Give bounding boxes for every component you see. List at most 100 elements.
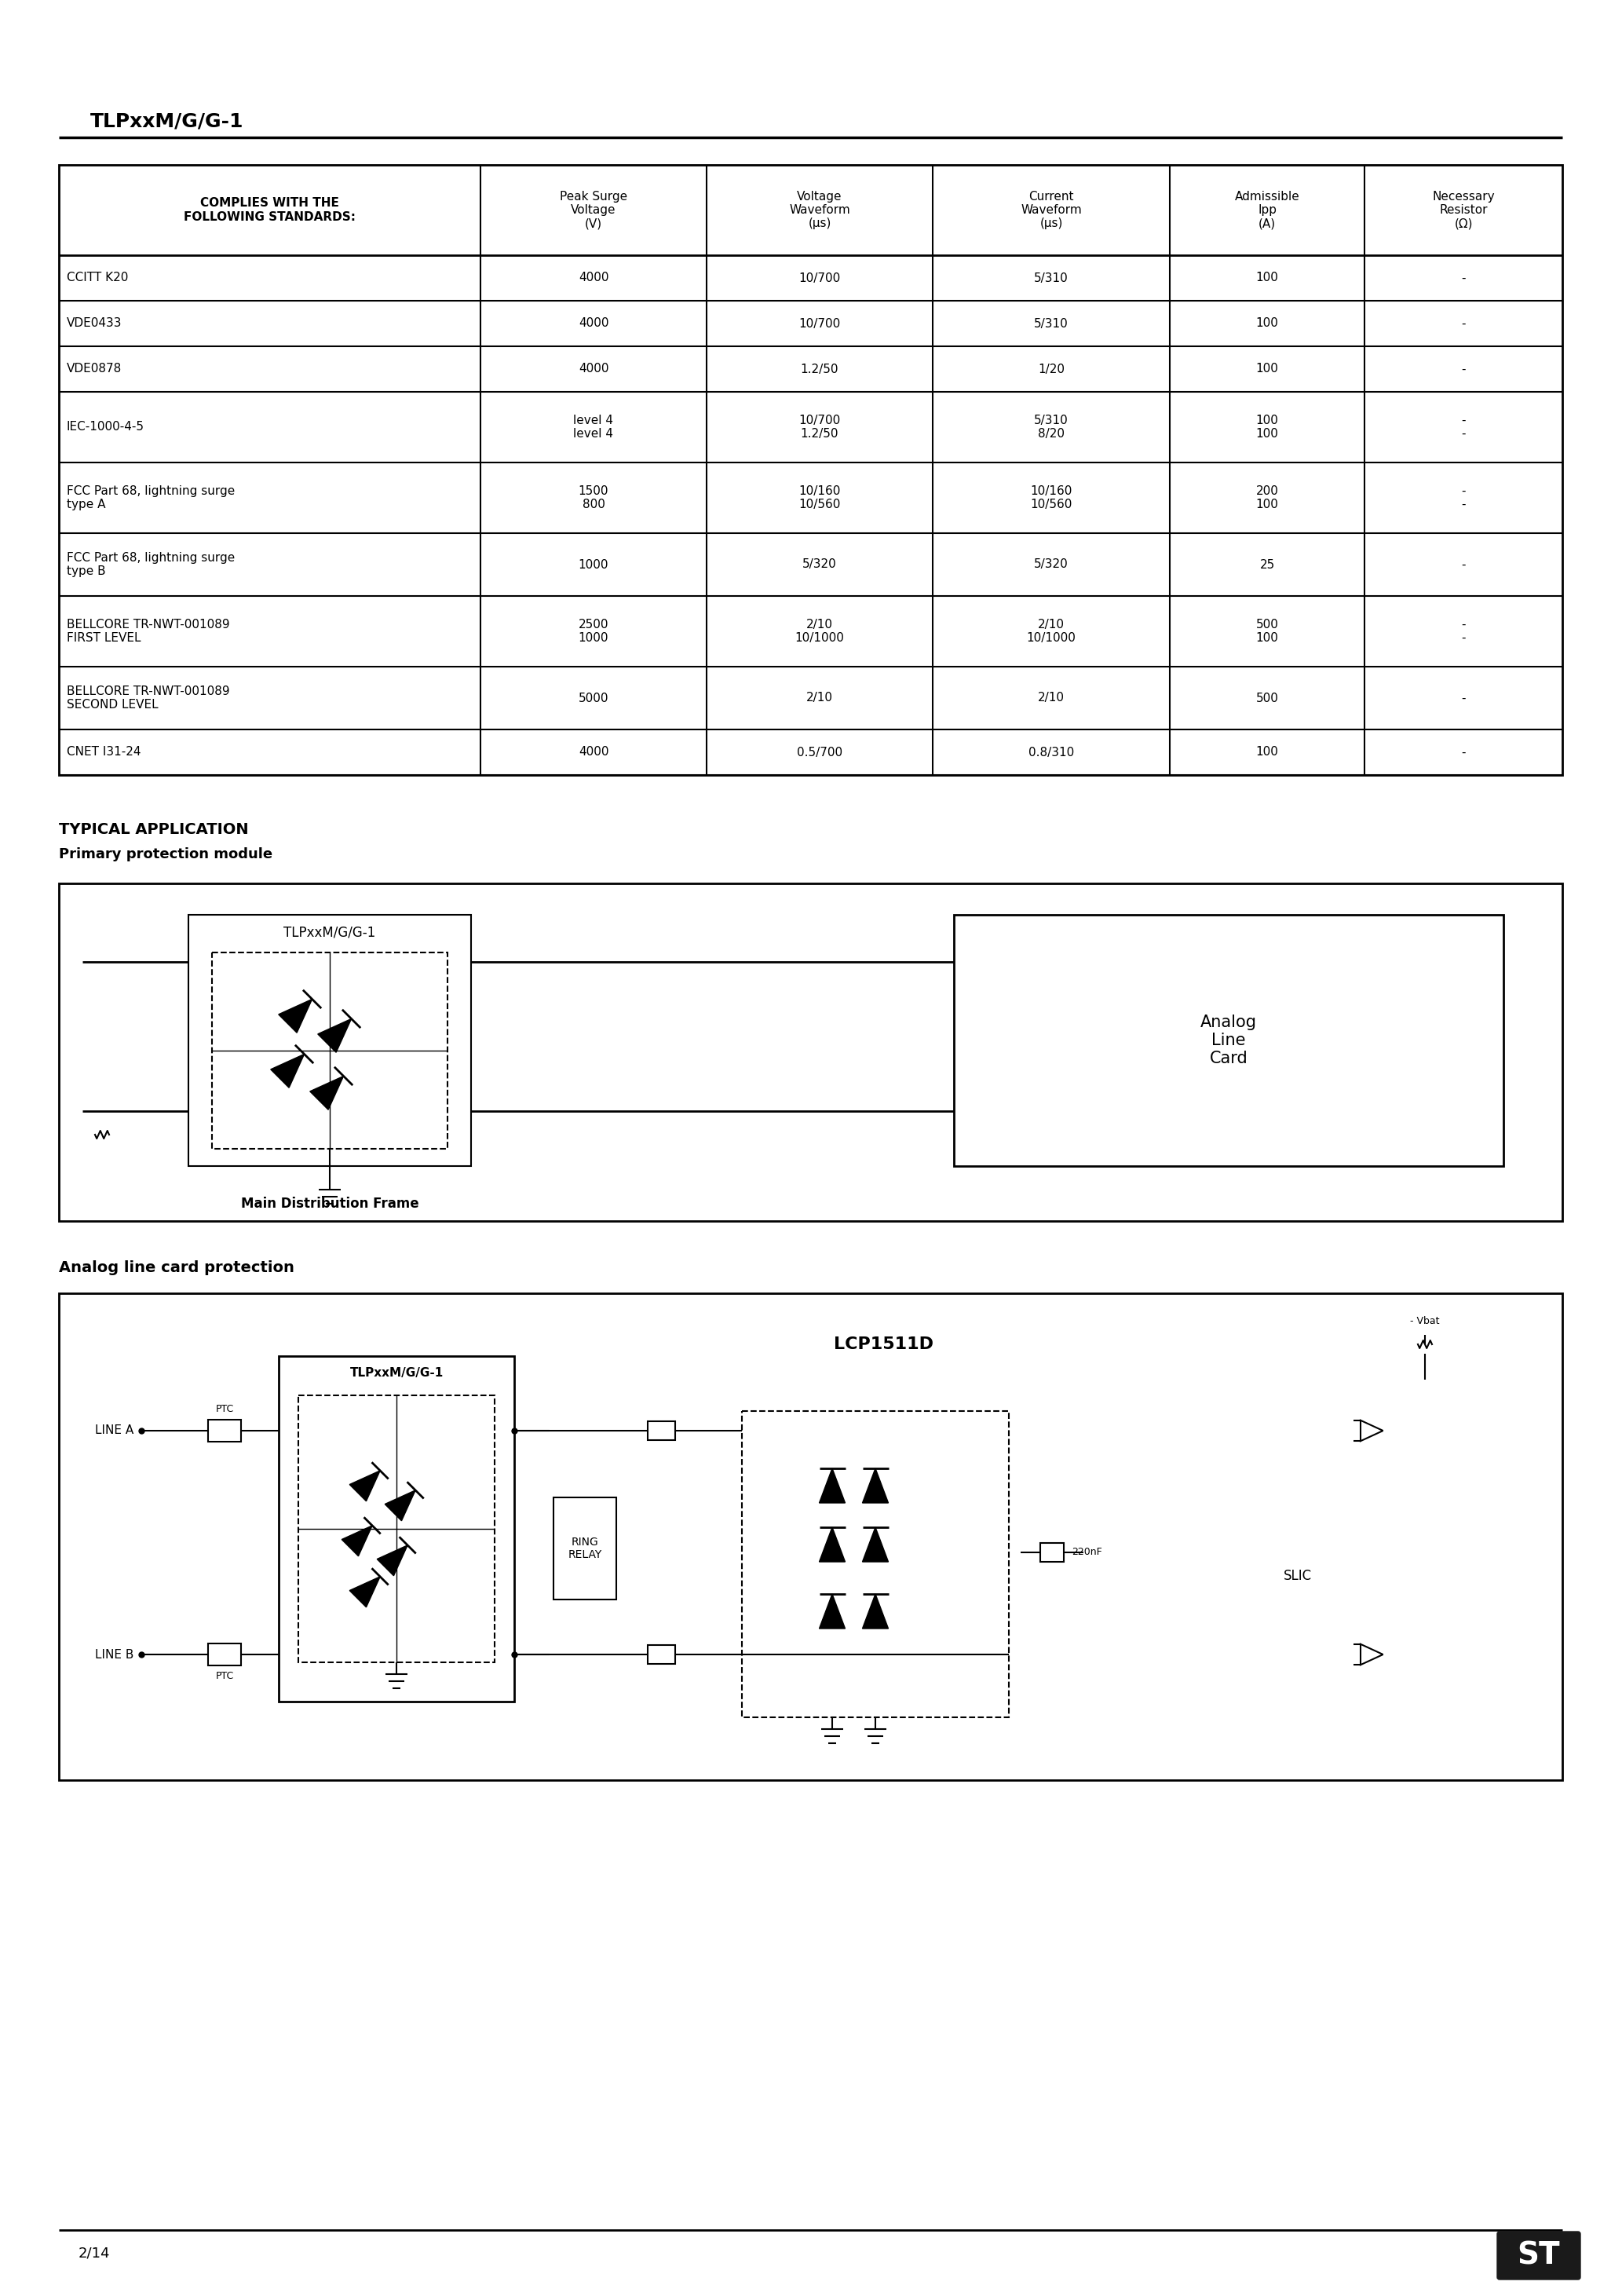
Text: -
-: - - — [1461, 618, 1466, 645]
Bar — [954, 914, 1504, 1166]
Bar — [212, 953, 448, 1148]
Text: Admissible
Ipp
(A): Admissible Ipp (A) — [1234, 191, 1299, 230]
Text: FCC Part 68, lightning surge
type B: FCC Part 68, lightning surge type B — [67, 551, 235, 576]
Text: LCP1511D: LCP1511D — [834, 1336, 933, 1352]
Text: 4000: 4000 — [579, 746, 608, 758]
Text: 10/700: 10/700 — [798, 317, 840, 328]
Text: 100: 100 — [1255, 746, 1278, 758]
Text: 1/20: 1/20 — [1038, 363, 1064, 374]
Text: 1.2/50: 1.2/50 — [801, 363, 839, 374]
Text: -: - — [1461, 363, 1466, 374]
Text: 5/320: 5/320 — [803, 558, 837, 569]
Text: 2/10: 2/10 — [1038, 691, 1064, 705]
Text: CNET I31-24: CNET I31-24 — [67, 746, 141, 758]
Polygon shape — [863, 1469, 889, 1504]
Text: 2500
1000: 2500 1000 — [579, 618, 608, 645]
Text: VDE0433: VDE0433 — [67, 317, 122, 328]
Text: BELLCORE TR-NWT-001089
SECOND LEVEL: BELLCORE TR-NWT-001089 SECOND LEVEL — [67, 684, 230, 712]
Text: 100: 100 — [1255, 273, 1278, 285]
Polygon shape — [318, 1019, 352, 1052]
Text: 220nF: 220nF — [1072, 1548, 1101, 1557]
Polygon shape — [342, 1525, 371, 1557]
Text: 5/310: 5/310 — [1035, 317, 1069, 328]
Bar — [208, 1644, 242, 1665]
Bar — [58, 165, 1562, 776]
Text: Analog
Line
Card: Analog Line Card — [1200, 1015, 1257, 1068]
Polygon shape — [863, 1527, 889, 1561]
Bar — [279, 1357, 514, 1701]
Text: 5000: 5000 — [579, 691, 608, 705]
Polygon shape — [384, 1490, 415, 1520]
Polygon shape — [350, 1577, 380, 1607]
Polygon shape — [350, 1472, 380, 1502]
Text: 4000: 4000 — [579, 363, 608, 374]
Polygon shape — [819, 1469, 845, 1504]
Polygon shape — [310, 1077, 344, 1109]
Text: 4000: 4000 — [579, 317, 608, 328]
Text: 10/160
10/560: 10/160 10/560 — [798, 484, 840, 510]
Polygon shape — [819, 1527, 845, 1561]
Text: 5/310
8/20: 5/310 8/20 — [1035, 416, 1069, 441]
Text: PTC: PTC — [216, 1403, 234, 1414]
Text: Current
Waveform
(μs): Current Waveform (μs) — [1020, 191, 1082, 230]
Polygon shape — [271, 1054, 305, 1088]
Bar — [647, 1644, 675, 1665]
Text: level 4
level 4: level 4 level 4 — [574, 416, 613, 441]
Text: 1000: 1000 — [579, 558, 608, 569]
Text: COMPLIES WITH THE
FOLLOWING STANDARDS:: COMPLIES WITH THE FOLLOWING STANDARDS: — [183, 197, 355, 223]
Text: -: - — [1461, 691, 1466, 705]
Text: IEC-1000-4-5: IEC-1000-4-5 — [67, 420, 144, 434]
Text: 100: 100 — [1255, 317, 1278, 328]
Text: 25: 25 — [1260, 558, 1275, 569]
Polygon shape — [279, 999, 311, 1033]
Text: 0.5/700: 0.5/700 — [796, 746, 842, 758]
Text: -: - — [1461, 317, 1466, 328]
Text: VDE0878: VDE0878 — [67, 363, 122, 374]
Text: PTC: PTC — [216, 1671, 234, 1681]
Text: 10/700
1.2/50: 10/700 1.2/50 — [798, 416, 840, 441]
Text: 0.8/310: 0.8/310 — [1028, 746, 1074, 758]
Text: 2/10: 2/10 — [806, 691, 834, 705]
Text: 2/10
10/1000: 2/10 10/1000 — [1027, 618, 1075, 645]
Text: CCITT K20: CCITT K20 — [67, 273, 128, 285]
Text: Main Distribution Frame: Main Distribution Frame — [240, 1196, 418, 1210]
Text: RING
RELAY: RING RELAY — [568, 1536, 602, 1561]
Text: -: - — [1461, 746, 1466, 758]
Text: -: - — [1461, 273, 1466, 285]
Text: 1500
800: 1500 800 — [579, 484, 608, 510]
Text: BELLCORE TR-NWT-001089
FIRST LEVEL: BELLCORE TR-NWT-001089 FIRST LEVEL — [67, 618, 230, 645]
Text: ST: ST — [1517, 2241, 1560, 2271]
Text: SLIC: SLIC — [1283, 1568, 1312, 1582]
Text: 500: 500 — [1255, 691, 1278, 705]
Polygon shape — [819, 1593, 845, 1628]
Text: 100
100: 100 100 — [1255, 416, 1278, 441]
Text: 200
100: 200 100 — [1255, 484, 1278, 510]
Text: - Vbat: - Vbat — [1410, 1316, 1440, 1325]
Text: 2/10
10/1000: 2/10 10/1000 — [795, 618, 845, 645]
Text: TYPICAL APPLICATION: TYPICAL APPLICATION — [58, 822, 248, 838]
FancyBboxPatch shape — [1497, 2232, 1580, 2280]
Bar — [647, 1421, 675, 1440]
Bar — [553, 1497, 616, 1600]
Text: Analog line card protection: Analog line card protection — [58, 1261, 294, 1274]
Bar — [188, 914, 470, 1166]
Text: 100: 100 — [1255, 363, 1278, 374]
Text: 5/320: 5/320 — [1035, 558, 1069, 569]
Text: Primary protection module: Primary protection module — [58, 847, 272, 861]
Text: Necessary
Resistor
(Ω): Necessary Resistor (Ω) — [1432, 191, 1494, 230]
Text: 2/14: 2/14 — [78, 2245, 110, 2262]
Bar — [58, 1293, 1562, 1779]
Polygon shape — [863, 1593, 889, 1628]
Text: LINE B: LINE B — [94, 1649, 133, 1660]
Text: Voltage
Waveform
(μs): Voltage Waveform (μs) — [790, 191, 850, 230]
Bar — [208, 1419, 242, 1442]
Text: Peak Surge
Voltage
(V): Peak Surge Voltage (V) — [560, 191, 628, 230]
Text: 10/160
10/560: 10/160 10/560 — [1030, 484, 1072, 510]
Text: 4000: 4000 — [579, 273, 608, 285]
Text: FCC Part 68, lightning surge
type A: FCC Part 68, lightning surge type A — [67, 484, 235, 510]
Text: LINE A: LINE A — [94, 1426, 133, 1437]
Bar — [1040, 1543, 1064, 1561]
Polygon shape — [376, 1545, 407, 1575]
Text: TLPxxM/G/G-1: TLPxxM/G/G-1 — [284, 925, 376, 939]
Text: 10/700: 10/700 — [798, 273, 840, 285]
